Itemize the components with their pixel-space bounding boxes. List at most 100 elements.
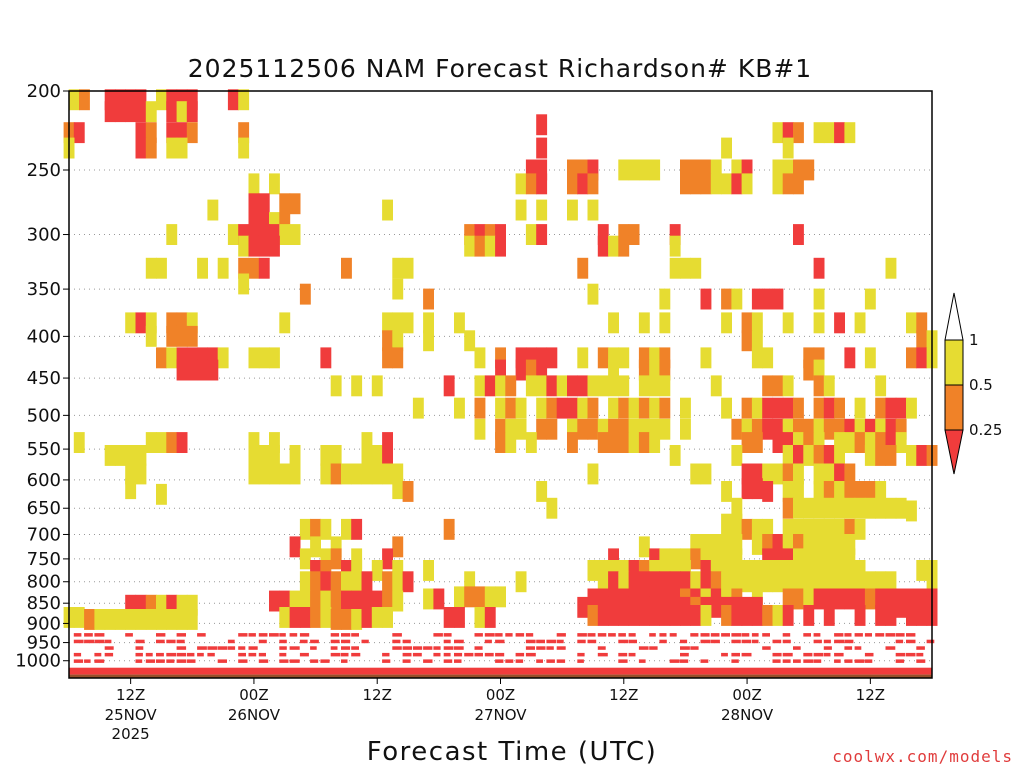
x-tick-label: 00Z [732, 686, 761, 704]
surface-cell [330, 652, 341, 657]
surface-cell [906, 633, 916, 637]
heatmap-cell [351, 571, 363, 593]
heatmap-cell [844, 571, 856, 593]
heatmap-cell [299, 607, 311, 628]
heatmap-cell [145, 122, 157, 144]
heatmap-cell [433, 588, 445, 610]
heatmap-cell [618, 560, 630, 581]
heatmap-cell [382, 445, 393, 466]
heatmap-cell [659, 359, 671, 381]
surface-cell [731, 652, 740, 657]
heatmap-cell [721, 481, 732, 502]
surface-cell [341, 659, 348, 663]
surface-cell [330, 639, 340, 644]
heatmap-cell [166, 224, 178, 245]
surface-cell [628, 633, 636, 637]
heatmap-cell [803, 497, 815, 519]
heatmap-cell [854, 397, 866, 419]
heatmap-cell [751, 560, 763, 581]
x-tick-label: 12Z [116, 686, 145, 704]
surface-cell [793, 659, 801, 663]
heatmap-cell [505, 375, 517, 397]
surface-cell [505, 659, 514, 663]
surface-cell [454, 652, 463, 657]
heatmap-cell [649, 159, 661, 181]
heatmap-cell [669, 257, 681, 279]
heatmap-cell [269, 347, 280, 369]
heatmap-cell [803, 548, 815, 570]
heatmap-cell [813, 463, 825, 485]
heatmap-cell [176, 325, 188, 347]
heatmap-cell [351, 518, 363, 540]
heatmap-cell [556, 375, 568, 397]
surface-cell [423, 659, 433, 663]
heatmap-cell [793, 548, 804, 570]
heatmap-cell [186, 609, 198, 630]
surface-cell [310, 646, 317, 650]
heatmap-cell [813, 397, 825, 419]
surface-cell [741, 633, 750, 637]
heatmap-cell [536, 199, 548, 221]
heatmap-cell [361, 607, 373, 628]
surface-cell [443, 639, 451, 644]
heatmap-cell [690, 534, 702, 555]
heatmap-cell [484, 607, 496, 628]
heatmap-cell [659, 288, 671, 310]
heatmap-cell [823, 397, 835, 419]
heatmap-cell [669, 445, 681, 466]
heatmap-cell [782, 548, 794, 570]
credit-text[interactable]: coolwx.com/models [832, 747, 1013, 766]
heatmap-cell [813, 560, 825, 581]
heatmap-cell [813, 481, 825, 502]
heatmap-cell [371, 445, 383, 466]
surface-cell [238, 633, 248, 637]
heatmap-cell [587, 159, 599, 181]
heatmap-cell [525, 224, 537, 245]
heatmap-cell [495, 586, 506, 608]
heatmap-cell [135, 122, 147, 144]
surface-cell [597, 646, 606, 650]
heatmap-cell [782, 122, 794, 144]
heatmap-cell [823, 418, 835, 440]
heatmap-cell [546, 497, 558, 519]
heatmap-cell [834, 445, 845, 466]
surface-cell [680, 652, 689, 657]
heatmap-cell [248, 463, 260, 485]
surface-cell [772, 639, 782, 644]
heatmap-cell [772, 159, 784, 181]
x-tick-date: 27NOV [474, 706, 527, 724]
heatmap-cell [371, 463, 383, 485]
heatmap-cell [392, 463, 404, 485]
heatmap-cell [782, 445, 794, 466]
heatmap-cell [269, 590, 280, 612]
heatmap-cell [176, 359, 188, 381]
heatmap-cell [844, 497, 856, 519]
heatmap-cell [710, 560, 722, 581]
heatmap-cell [104, 101, 116, 123]
heatmap-cell [351, 463, 363, 485]
heatmap-cell [895, 418, 907, 440]
heatmap-cell [125, 609, 137, 630]
heatmap-cell [741, 159, 753, 181]
surface-cell [392, 633, 402, 637]
ground-band [69, 674, 932, 678]
heatmap-cell [834, 122, 845, 144]
heatmap-cell [166, 137, 178, 159]
surface-cell [464, 652, 474, 657]
heatmap-cell [762, 288, 774, 310]
heatmap-cell [782, 571, 794, 593]
heatmap-cell [813, 312, 825, 334]
surface-cell [680, 639, 688, 644]
y-tick-label: 300 [27, 225, 61, 246]
heatmap-cell [680, 605, 691, 626]
y-tick-label: 550 [27, 439, 61, 460]
heatmap-cell [104, 89, 116, 111]
surface-cell [279, 639, 287, 644]
surface-cell [94, 659, 105, 663]
heatmap-cell [156, 257, 167, 279]
surface-cell [156, 652, 164, 657]
heatmap-cell [731, 418, 743, 440]
surface-cell [536, 659, 543, 663]
surface-cell [423, 646, 433, 650]
surface-cell [690, 646, 699, 650]
